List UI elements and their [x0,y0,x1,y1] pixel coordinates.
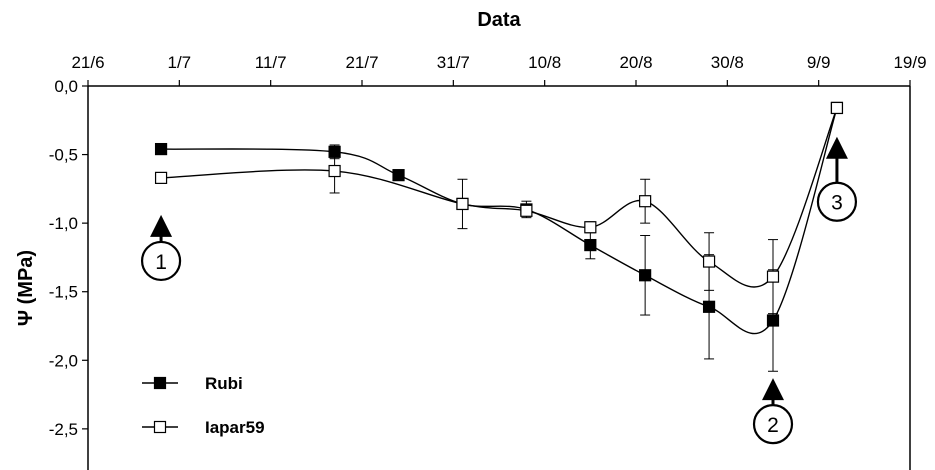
y-tick-label: -2,5 [49,420,78,439]
series-curves [161,107,838,335]
y-axis-title: Ψ (MPa) [15,250,37,326]
x-tick-label: 19/9 [893,53,926,72]
series-line-rubi [161,107,838,335]
data-point-iapar59 [328,164,341,178]
x-tick-label: 21/6 [71,53,104,72]
data-point-rubi [639,269,652,282]
annotations: 1 2 3 [140,136,858,445]
annotation-arrowhead [150,214,173,237]
annotation-label: 1 [155,251,167,274]
data-point-iapar59 [766,270,780,283]
data-point-iapar59 [584,221,597,234]
data-point-rubi [702,300,716,313]
data-point-rubi [392,169,405,182]
legend-label-iapar59: Iapar59 [205,418,265,437]
data-points [154,101,844,327]
data-point-rubi [766,314,780,327]
legend-marker [153,420,167,434]
data-point-rubi [328,145,341,158]
y-tick-label: -1,5 [49,283,78,302]
x-tick-label: 1/7 [168,53,192,72]
data-point-iapar59 [456,197,469,211]
x-tick-label: 31/7 [437,53,470,72]
legend: Rubi Iapar59 [142,374,265,437]
data-point-iapar59 [639,195,652,208]
data-point-iapar59 [154,171,168,184]
data-point-iapar59 [830,101,844,115]
data-point-iapar59 [520,204,533,217]
annotation-label: 2 [767,414,779,437]
y-tick-label: -2,0 [49,351,78,370]
y-tick-label: -1,0 [49,214,78,233]
data-point-iapar59 [702,255,716,268]
annotation-label: 3 [831,192,843,215]
y-tick-label: -0,5 [49,146,78,165]
y-tick-label: 0,0 [54,77,78,96]
legend-marker [153,376,167,390]
x-tick-label: 11/7 [255,53,287,72]
x-tick-label: 10/8 [528,53,561,72]
series-line-iapar59 [161,107,838,288]
data-point-rubi [154,142,168,156]
annotation-arrowhead [762,378,784,401]
x-tick-label: 9/9 [807,53,831,72]
legend-label-rubi: Rubi [205,374,243,393]
x-tick-label: 20/8 [619,53,652,72]
data-point-rubi [584,238,597,252]
annotation-circle [816,181,858,222]
annotation-circle [140,240,182,282]
axes: 21/6 1/7 11/7 21/7 31/7 10/8 20/8 30/8 9/9 19/9 0,… [49,53,927,470]
x-axis-title: Data [477,9,521,31]
annotation-circle [752,404,794,445]
x-tick-label: 21/7 [345,53,378,72]
x-tick-label: 30/8 [711,53,744,72]
annotation-arrowhead [825,136,848,159]
